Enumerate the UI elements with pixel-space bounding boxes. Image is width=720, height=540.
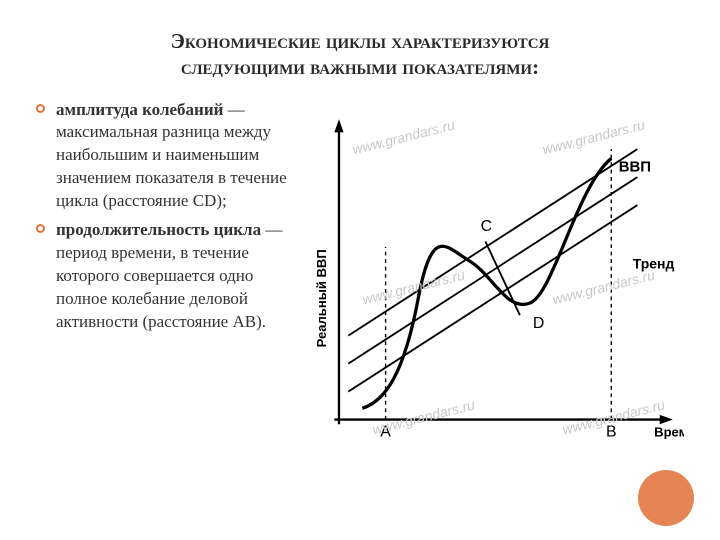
y-axis-label: Реальный ВВП (314, 249, 329, 347)
text-column: амплитуда колебаний — максимальная разни… (36, 99, 301, 484)
point-c-label: C (481, 218, 492, 235)
title-line-2: следующими важными показателями: (181, 55, 539, 79)
content-row: амплитуда колебаний — максимальная разни… (36, 99, 684, 484)
page-title: Экономические циклы характеризуются след… (36, 28, 684, 81)
x-axis-arrow-icon (660, 414, 673, 423)
chart-column: www.grandars.ru www.grandars.ru www.gran… (311, 99, 684, 484)
cycle-curve (362, 158, 611, 408)
list-item: продолжительность цикла — период времени… (36, 219, 301, 334)
point-d-label: D (533, 315, 544, 332)
bullet-marker-icon (36, 104, 45, 113)
bullet-marker-icon (36, 224, 45, 233)
point-a-label: A (380, 423, 391, 440)
term-text: амплитуда колебаний (56, 100, 223, 119)
bullet-list: амплитуда колебаний — максимальная разни… (36, 99, 301, 334)
x-axis-label: Время (654, 424, 684, 439)
term-text: продолжительность цикла (56, 220, 261, 239)
list-item: амплитуда колебаний — максимальная разни… (36, 99, 301, 214)
trend-line-mid (348, 177, 637, 364)
accent-circle-icon (638, 470, 694, 526)
trend-line-lower (348, 205, 637, 392)
point-b-label: B (606, 423, 617, 440)
trend-label: Тренд (633, 255, 675, 271)
title-line-1: Экономические циклы характеризуются (171, 29, 550, 53)
economic-cycle-chart: Реальный ВВП Время ВВП Тренд C D (311, 99, 684, 479)
vvp-label: ВВП (619, 158, 651, 175)
y-axis-arrow-icon (334, 119, 343, 132)
